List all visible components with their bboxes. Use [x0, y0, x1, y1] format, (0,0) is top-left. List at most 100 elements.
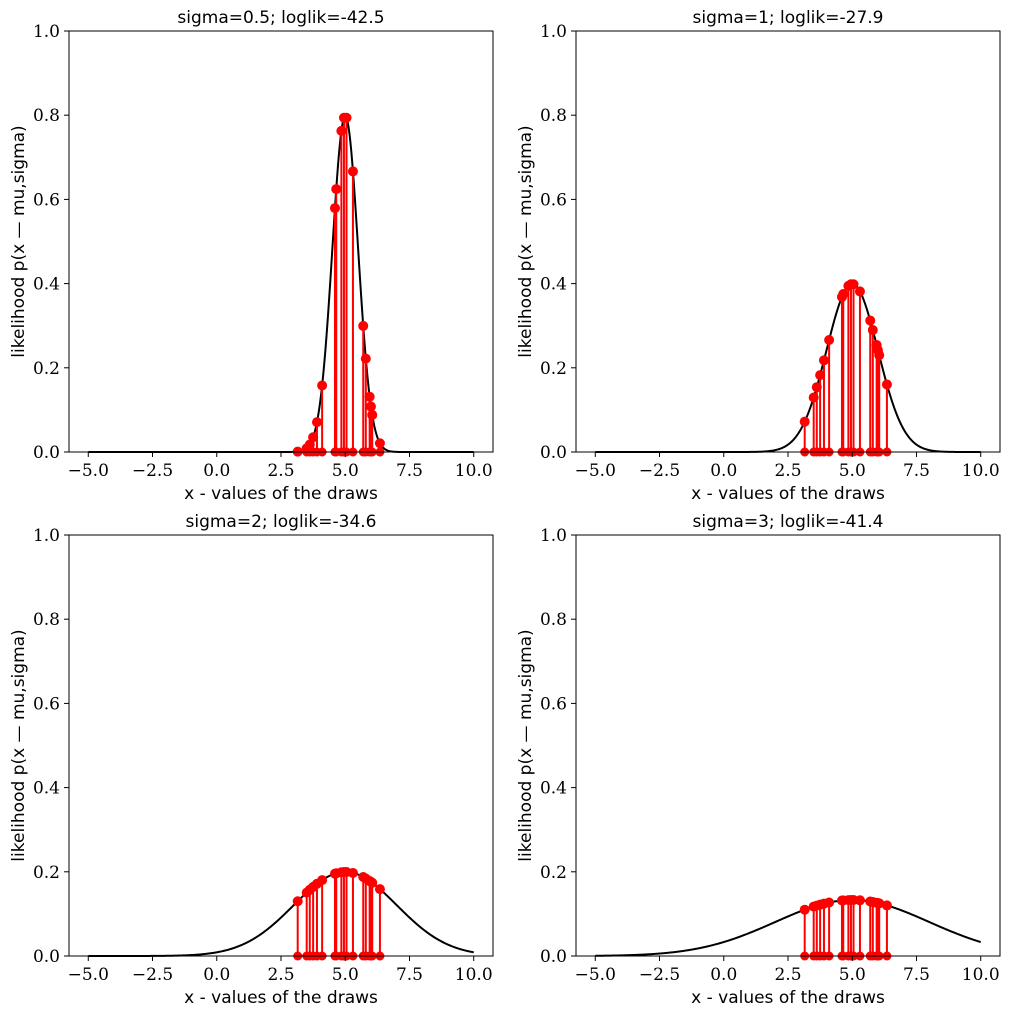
x-tick-label: 5.0: [839, 965, 866, 985]
stem-marker: [364, 391, 375, 402]
y-tick-label: 0.6: [540, 694, 567, 714]
x-tick-label: −5.0: [68, 461, 109, 481]
x-axis-label: x - values of the draws: [184, 484, 378, 504]
stem-marker: [374, 884, 385, 895]
y-tick-label: 0.0: [540, 947, 567, 967]
y-tick-label: 0.4: [33, 275, 60, 295]
x-tick-label: −5.0: [575, 461, 616, 481]
y-tick-label: 0.6: [540, 190, 567, 210]
y-tick-label: 0.0: [540, 443, 567, 463]
x-tick-label: −5.0: [68, 965, 109, 985]
x-tick-label: 0.0: [203, 461, 230, 481]
x-tick-label: 0.0: [203, 965, 230, 985]
x-tick-label: 5.0: [332, 461, 359, 481]
x-tick-label: 10.0: [455, 965, 493, 985]
stem-marker: [292, 896, 303, 907]
y-tick-label: 0.4: [540, 275, 567, 295]
stem-marker: [367, 877, 378, 888]
x-tick-label: 10.0: [962, 461, 1000, 481]
stem-marker: [365, 401, 376, 412]
y-tick-label: 0.8: [540, 106, 567, 126]
stem-marker: [815, 370, 826, 381]
density-curve: [88, 115, 474, 453]
y-tick-label: 0.2: [33, 863, 60, 883]
y-tick-label: 0.4: [540, 779, 567, 799]
stem-marker: [799, 416, 810, 427]
chart-panel-2: sigma=1; loglik=-27.9 −5.0 −2.5 0.0 2.5 5.0 7.…: [516, 8, 1001, 504]
y-tick-label: 1.0: [540, 526, 567, 546]
x-tick-label: 2.5: [774, 461, 801, 481]
density-curve: [595, 899, 982, 957]
x-tick-label: 2.5: [774, 965, 801, 985]
x-tick-label: −2.5: [639, 965, 680, 985]
x-tick-label: −5.0: [575, 965, 616, 985]
x-tick-label: −2.5: [132, 461, 173, 481]
stem-marker: [358, 320, 369, 331]
y-tick-label: 0.6: [33, 190, 60, 210]
y-tick-label: 1.0: [540, 22, 567, 42]
stem-marker: [317, 875, 328, 886]
chart-panel-4: sigma=3; loglik=-41.4 −5.0 −2.5 0.0 2.5 5.0 7.…: [516, 512, 1001, 1008]
x-tick-label: 10.0: [962, 965, 1000, 985]
y-tick-label: 0.0: [33, 947, 60, 967]
y-axis-label: likelihood p(x — mu,sigma): [516, 125, 536, 357]
stem-marker: [854, 895, 865, 906]
x-tick-label: 7.5: [396, 965, 423, 985]
y-axis-label: likelihood p(x — mu,sigma): [9, 629, 29, 861]
axes-frame: [575, 30, 1001, 453]
stem-marker: [347, 867, 358, 878]
y-tick-label: 0.8: [33, 106, 60, 126]
stem-marker: [867, 325, 878, 336]
y-tick-label: 1.0: [33, 526, 60, 546]
stem-marker: [824, 897, 835, 908]
axes-frame: [68, 534, 494, 957]
stem-marker: [317, 380, 328, 391]
x-tick-label: 7.5: [903, 461, 930, 481]
density-curve: [595, 283, 981, 453]
y-tick-label: 0.0: [33, 443, 60, 463]
axes-frame: [575, 534, 1001, 957]
x-tick-label: −2.5: [639, 461, 680, 481]
stem-marker: [874, 898, 885, 909]
stem-marker: [838, 289, 849, 300]
x-tick-label: 7.5: [903, 965, 930, 985]
stem-marker: [818, 355, 829, 366]
chart-title: sigma=0.5; loglik=-42.5: [177, 8, 384, 28]
x-tick-label: −2.5: [132, 965, 173, 985]
stem-marker: [865, 315, 876, 326]
x-tick-label: 0.0: [710, 461, 737, 481]
stem-marker: [331, 184, 342, 195]
stem-marker: [308, 432, 319, 443]
axes-frame: [68, 30, 494, 453]
stem-marker: [329, 203, 340, 214]
stem-marker: [824, 334, 835, 345]
y-axis-label: likelihood p(x — mu,sigma): [9, 125, 29, 357]
stem-marker: [881, 900, 892, 911]
y-tick-label: 0.2: [540, 863, 567, 883]
y-tick-label: 0.6: [33, 694, 60, 714]
stem-marker: [881, 379, 892, 390]
y-tick-label: 0.4: [33, 779, 60, 799]
x-axis-label: x - values of the draws: [184, 988, 378, 1008]
chart-title: sigma=1; loglik=-27.9: [693, 8, 884, 28]
x-tick-label: 0.0: [710, 965, 737, 985]
stem-marker: [360, 353, 371, 364]
y-axis-label: likelihood p(x — mu,sigma): [516, 629, 536, 861]
y-tick-label: 0.8: [540, 610, 567, 630]
x-axis-label: x - values of the draws: [691, 988, 885, 1008]
stem-marker: [347, 166, 358, 177]
chart-title: sigma=2; loglik=-34.6: [186, 512, 377, 532]
stem-marker: [848, 279, 859, 290]
y-tick-label: 0.8: [33, 610, 60, 630]
density-curve: [88, 871, 474, 957]
stem-marker: [341, 112, 352, 123]
chart-panel-1: sigma=0.5; loglik=-42.5 −5.0 −2.5 0.0 2.5 5.0…: [9, 8, 494, 504]
x-tick-label: 2.5: [267, 461, 294, 481]
y-tick-label: 0.2: [33, 359, 60, 379]
chart-title: sigma=3; loglik=-41.4: [693, 512, 884, 532]
chart-panel-3: sigma=2; loglik=-34.6 −5.0 −2.5 0.0 2.5 5.0 7.…: [9, 512, 494, 1008]
x-axis-label: x - values of the draws: [691, 484, 885, 504]
x-tick-label: 2.5: [267, 965, 294, 985]
x-tick-label: 5.0: [839, 461, 866, 481]
